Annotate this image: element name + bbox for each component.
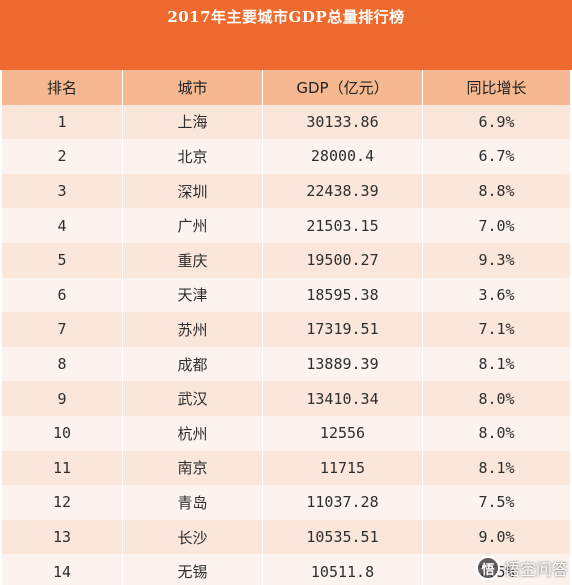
cell-city: 重庆 bbox=[122, 242, 262, 278]
table-row: 2 北京 28000.4 6.7% bbox=[2, 139, 570, 174]
cell-city: 苏州 bbox=[122, 312, 262, 347]
table-header-row: 排名 城市 GDP（亿元） 同比增长 bbox=[2, 70, 570, 105]
cell-rank: 8 bbox=[57, 355, 67, 374]
wukong-logo-icon: 悟 bbox=[475, 556, 500, 580]
cell-gdp: 19500.27 bbox=[262, 242, 422, 278]
table-body: 1 上海 30133.86 6.9% 2 北京 28000.4 6.7% 3 深圳 22438.39… bbox=[2, 104, 570, 585]
cell-city: 成都 bbox=[122, 346, 262, 382]
cell-gdp: 11715 bbox=[262, 450, 422, 486]
table-row: 7 苏州 17319.51 7.1% bbox=[2, 312, 570, 347]
cell-gdp: 13410.34 bbox=[262, 381, 422, 416]
cell-gdp: 22438.39 bbox=[262, 173, 422, 209]
cell-city: 上海 bbox=[122, 104, 262, 140]
cell-rank: 4 bbox=[57, 216, 67, 235]
cell-rank: 14 bbox=[52, 562, 72, 581]
table-row: 4 广州 21503.15 7.0% bbox=[2, 208, 570, 243]
cell-rank: 13 bbox=[52, 528, 72, 547]
cell-gdp: 11037.28 bbox=[262, 485, 422, 520]
cell-growth: 9.0% bbox=[422, 519, 570, 555]
cell-growth: 8.0% bbox=[422, 415, 570, 451]
header-gdp: GDP（亿元） bbox=[262, 70, 422, 105]
table-row: 1 上海 30133.86 6.9% bbox=[2, 104, 570, 140]
cell-growth: 9.3% bbox=[422, 242, 570, 278]
cell-rank: 6 bbox=[57, 285, 67, 304]
cell-gdp: 10511.8 bbox=[262, 554, 422, 585]
table-row: 6 天津 18595.38 3.6% bbox=[2, 277, 570, 313]
cell-rank: 11 bbox=[52, 458, 72, 477]
cell-growth: 7.0% bbox=[422, 208, 570, 243]
table-row: 11 南京 11715 8.1% bbox=[2, 450, 570, 486]
cell-rank: 5 bbox=[57, 251, 67, 270]
cell-gdp: 10535.51 bbox=[262, 519, 422, 555]
cell-city: 长沙 bbox=[122, 519, 262, 555]
table-row: 8 成都 13889.39 8.1% bbox=[2, 346, 570, 382]
header-rank: 排名 bbox=[46, 78, 77, 97]
cell-gdp: 18595.38 bbox=[262, 277, 422, 313]
cell-rank: 7 bbox=[57, 320, 67, 339]
table-row: 13 长沙 10535.51 9.0% bbox=[2, 519, 570, 555]
table-row: 9 武汉 13410.34 8.0% bbox=[2, 381, 570, 416]
cell-gdp: 30133.86 bbox=[262, 104, 422, 140]
table-row: 10 杭州 12556 8.0% bbox=[2, 415, 570, 451]
cell-city: 天津 bbox=[122, 277, 262, 313]
cell-growth: 7.5% bbox=[422, 485, 570, 520]
cell-gdp: 12556 bbox=[262, 415, 422, 451]
cell-city: 北京 bbox=[122, 139, 262, 174]
cell-gdp: 21503.15 bbox=[262, 208, 422, 243]
cell-growth: 8.8% bbox=[422, 173, 570, 209]
watermark-text: 悟空问答 bbox=[503, 560, 568, 579]
cell-growth: 7.1% bbox=[422, 312, 570, 347]
cell-growth: 6.9% bbox=[422, 104, 570, 140]
page-title: 2017年主要城市GDP总量排行榜 bbox=[167, 8, 405, 26]
cell-rank: 9 bbox=[57, 389, 67, 408]
cell-growth: 8.0% bbox=[422, 381, 570, 416]
header-city: 城市 bbox=[122, 70, 262, 105]
table-row: 12 青岛 11037.28 7.5% bbox=[2, 485, 570, 520]
cell-rank: 1 bbox=[57, 112, 67, 131]
cell-growth: 8.1% bbox=[422, 450, 570, 486]
cell-city: 深圳 bbox=[122, 173, 262, 209]
cell-growth: 3.6% bbox=[422, 277, 570, 313]
cell-rank: 2 bbox=[57, 147, 67, 166]
cell-gdp: 13889.39 bbox=[262, 346, 422, 382]
cell-gdp: 28000.4 bbox=[262, 139, 422, 174]
cell-gdp: 17319.51 bbox=[262, 312, 422, 347]
cell-rank: 3 bbox=[57, 182, 67, 201]
cell-rank: 10 bbox=[52, 424, 72, 443]
cell-growth: 8.1% bbox=[422, 346, 570, 382]
header-growth: 同比增长 bbox=[422, 70, 570, 105]
gdp-ranking-table: 排名 城市 GDP（亿元） 同比增长 1 上海 30133.86 6.9% 2 北京 280… bbox=[2, 70, 570, 585]
watermark: 悟 悟空问答 bbox=[475, 555, 568, 581]
cell-rank: 12 bbox=[52, 493, 72, 512]
table-row: 5 重庆 19500.27 9.3% bbox=[2, 242, 570, 278]
cell-city: 广州 bbox=[122, 208, 262, 243]
cell-city: 武汉 bbox=[122, 381, 262, 416]
cell-city: 南京 bbox=[122, 450, 262, 486]
cell-city: 无锡 bbox=[122, 554, 262, 585]
cell-city: 青岛 bbox=[122, 485, 262, 520]
cell-city: 杭州 bbox=[122, 415, 262, 451]
cell-growth: 6.7% bbox=[422, 139, 570, 174]
table-row: 3 深圳 22438.39 8.8% bbox=[2, 173, 570, 209]
title-banner: 2017年主要城市GDP总量排行榜 bbox=[0, 0, 572, 70]
